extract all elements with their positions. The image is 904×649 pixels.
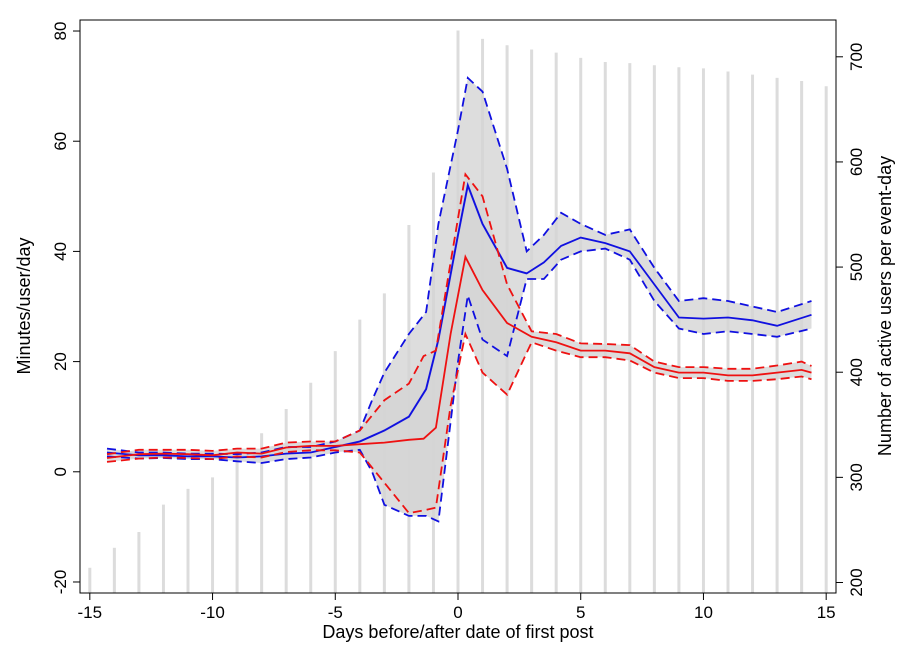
y2-tick-label: 300 (847, 463, 866, 491)
x-tick-label: 5 (576, 603, 585, 622)
y2-tick-label: 200 (847, 568, 866, 596)
x-tick-label: -5 (328, 603, 343, 622)
x-tick-label: 10 (694, 603, 713, 622)
x-tick-label: -10 (200, 603, 225, 622)
y-axis: -20 0 20 40 60 80 (51, 22, 80, 595)
x-tick-label: 0 (453, 603, 462, 622)
blue-lower-bound-line (106, 247, 812, 523)
y-tick-label: 20 (51, 352, 70, 371)
y-tick-label: -20 (51, 570, 70, 595)
x-tick-label: -15 (78, 603, 103, 622)
red-upper-bound-line (106, 172, 812, 456)
y2-tick-label: 700 (847, 43, 866, 71)
red-confidence-band (107, 174, 812, 514)
x-axis-label: Days before/after date of first post (322, 622, 593, 642)
x-tick-label: 15 (817, 603, 836, 622)
y2-tick-label: 500 (847, 253, 866, 281)
y2-axis-label: Number of active users per event-day (875, 156, 895, 456)
red-mean-line (106, 254, 812, 459)
blue-upper-bound-line (106, 76, 812, 456)
y2-tick-label: 600 (847, 148, 866, 176)
red-lower-bound-line (106, 331, 812, 515)
y-axis-label: Minutes/user/day (14, 237, 34, 374)
x-axis: -15 -10 -5 0 5 10 15 (78, 593, 836, 622)
confidence-bands (107, 77, 812, 522)
y2-tick-label: 400 (847, 358, 866, 386)
y-tick-label: 0 (51, 467, 70, 476)
y-tick-label: 80 (51, 22, 70, 41)
y-tick-label: 40 (51, 242, 70, 261)
series-lines (106, 76, 812, 523)
blue-mean-line (106, 182, 812, 459)
y2-axis: 200 300 400 500 600 700 (836, 43, 866, 597)
y-tick-label: 60 (51, 132, 70, 151)
